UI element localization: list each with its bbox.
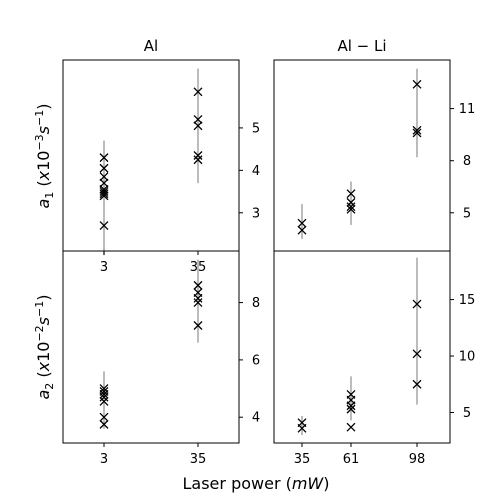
data-point-a2-al-1 — [99, 412, 109, 422]
y-tick-label-a2-al-2: 8 — [252, 296, 260, 311]
data-point-a2-alli-3 — [346, 404, 356, 414]
panel-a1-alli: 5 8 11 — [273, 59, 476, 252]
data-point-a2-al-8 — [193, 298, 203, 308]
data-point-a1-al-10 — [193, 151, 203, 160]
axes-frame-a1-al — [62, 59, 240, 252]
y-tick-label-a1-alli-2: 11 — [459, 102, 476, 117]
data-point-a1-alli-4 — [346, 197, 356, 207]
data-point-a2-alli-6 — [346, 389, 356, 399]
panel-a2-al: 4 6 8 3 35 — [62, 250, 260, 467]
y-axis-label-a2: a2 (x10−2s−1) — [33, 295, 56, 400]
data-point-a1-alli-2 — [346, 204, 356, 214]
x-tick-label-a2-al-1: 35 — [190, 452, 207, 467]
data-point-a2-al-6 — [99, 384, 109, 394]
panel-title-al: Al — [144, 37, 158, 55]
data-point-a2-al-11 — [193, 280, 203, 290]
x-tick-label-a2-alli-0: 35 — [294, 452, 311, 467]
data-point-a2-alli-8 — [412, 349, 422, 359]
data-point-a1-al-7 — [99, 163, 109, 173]
data-point-a1-al-2 — [99, 189, 109, 199]
data-point-a1-al-0 — [99, 221, 109, 230]
y-tick-label-a2-al-0: 4 — [252, 411, 260, 426]
data-point-a2-alli-7 — [412, 379, 422, 389]
data-point-a1-alli-7 — [412, 125, 422, 135]
data-point-a2-al-2 — [99, 396, 109, 406]
data-point-a1-al-4 — [99, 184, 109, 194]
y-tick-label-a1-al-2: 5 — [252, 121, 260, 136]
axes-frame-a2-al — [62, 250, 240, 444]
x-tick-label-a1-al-0: 3 — [100, 260, 108, 275]
y-tick-label-a2-alli-0: 5 — [463, 406, 471, 421]
data-point-a2-al-5 — [99, 386, 109, 396]
panel-a2-alli: 5 10 15 35 61 98 — [273, 250, 476, 467]
data-point-a1-alli-5 — [346, 189, 356, 199]
y-tick-label-a2-al-1: 6 — [252, 353, 260, 368]
data-point-a1-al-6 — [99, 172, 109, 182]
data-point-a1-alli-6 — [412, 128, 422, 138]
y-tick-label-a2-alli-1: 10 — [459, 350, 476, 365]
y-tick-label-a1-al-1: 4 — [252, 164, 260, 179]
data-point-a1-al-3 — [99, 187, 109, 197]
data-point-a1-al-11 — [193, 121, 203, 131]
data-point-a1-al-12 — [193, 114, 203, 124]
x-axis-label: Laser power (mW) — [183, 474, 330, 493]
data-point-a2-al-7 — [193, 321, 203, 330]
panel-title-al-li: Al − Li — [337, 37, 386, 55]
data-point-a1-al-5 — [99, 178, 109, 188]
x-tick-label-a2-al-0: 3 — [100, 452, 108, 467]
y-tick-label-a1-al-0: 3 — [252, 206, 260, 221]
data-point-a2-alli-9 — [412, 299, 422, 309]
x-tick-label-a2-alli-2: 98 — [409, 452, 426, 467]
data-point-a1-alli-8 — [412, 79, 422, 89]
data-point-a2-al-10 — [193, 288, 203, 298]
y-tick-label-a1-alli-1: 8 — [463, 154, 471, 169]
data-point-a1-al-8 — [99, 153, 109, 163]
y-tick-label-a2-alli-2: 15 — [459, 293, 476, 308]
data-point-a1-al-13 — [193, 87, 203, 97]
data-point-a1-alli-3 — [346, 202, 356, 212]
axes-frame-a2-alli — [273, 250, 451, 444]
data-point-a2-al-0 — [99, 419, 109, 429]
y-axis-label-a1: a1 (x10−3s−1) — [33, 104, 56, 209]
data-point-a2-alli-2 — [346, 422, 356, 432]
y-tick-label-a1-alli-0: 5 — [463, 206, 471, 221]
data-point-a1-alli-0 — [297, 225, 307, 235]
data-point-a2-alli-1 — [297, 418, 307, 428]
x-tick-label-a2-alli-1: 61 — [343, 452, 360, 467]
data-point-a1-al-9 — [193, 155, 203, 165]
data-point-a1-alli-1 — [297, 218, 307, 228]
data-point-a1-al-1 — [99, 191, 109, 201]
